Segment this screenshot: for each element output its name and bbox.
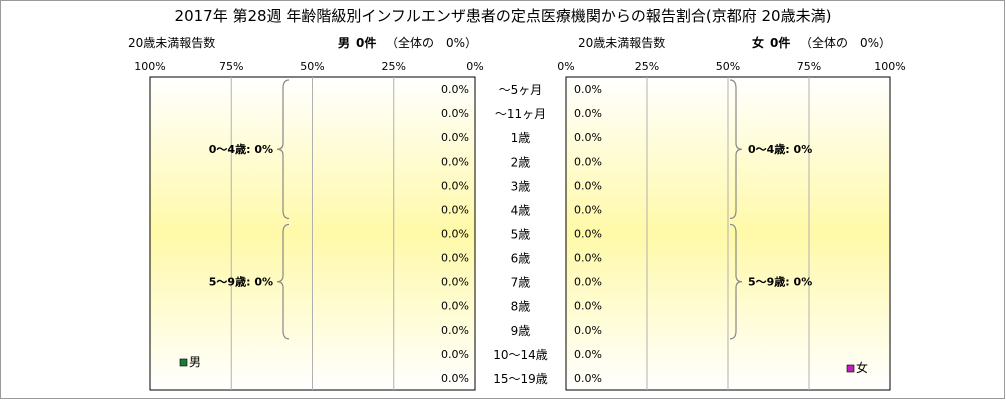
category-label: 2歳 bbox=[511, 155, 531, 169]
female-value-label: 0.0% bbox=[574, 203, 602, 216]
chart-title: 2017年 第28週 年齢階級別インフルエンザ患者の定点医療機関からの報告割合(… bbox=[175, 7, 832, 25]
male-value-label: 0.0% bbox=[441, 83, 469, 96]
male-value-label: 0.0% bbox=[441, 131, 469, 144]
female-header-name: 女 bbox=[752, 35, 764, 50]
male-bracket bbox=[276, 223, 290, 340]
male-value-labels: 0.0% 0.0% 0.0% 0.0% 0.0% 0.0% 0.0% 0.0% 0.0% 0.0%… bbox=[441, 83, 469, 385]
female-header-share: （全体の 0%） bbox=[800, 35, 891, 50]
male-legend-swatch bbox=[179, 358, 188, 367]
category-label: 15～19歳 bbox=[493, 372, 548, 386]
male-axis-tick: 25% bbox=[382, 60, 406, 73]
female-count-label: 20歳未満報告数 bbox=[578, 35, 665, 50]
age-group-brackets: 0～4歳: 0% 0～4歳: 0% 5～9歳: 0% 5～9歳: 0% bbox=[209, 79, 812, 340]
male-header-count: 0件 bbox=[356, 35, 376, 50]
female-value-label: 0.0% bbox=[574, 276, 602, 289]
male-axis-tick: 50% bbox=[300, 60, 324, 73]
male-value-label: 0.0% bbox=[441, 155, 469, 168]
female-axis-tick: 100% bbox=[874, 60, 905, 73]
female-value-label: 0.0% bbox=[574, 179, 602, 192]
category-label: 8歳 bbox=[511, 300, 531, 314]
male-value-label: 0.0% bbox=[441, 179, 469, 192]
female-axis-tick: 50% bbox=[716, 60, 740, 73]
female-axis-tick: 0% bbox=[557, 60, 574, 73]
male-bracket-label: 0～4歳: 0% bbox=[209, 142, 273, 156]
male-value-label: 0.0% bbox=[441, 348, 469, 361]
category-label: ～11ヶ月 bbox=[495, 107, 546, 121]
category-label: 10～14歳 bbox=[493, 348, 548, 362]
female-axis-tick: 25% bbox=[635, 60, 659, 73]
female-value-label: 0.0% bbox=[574, 372, 602, 385]
female-value-label: 0.0% bbox=[574, 348, 602, 361]
male-legend-label: 男 bbox=[189, 355, 201, 369]
female-value-label: 0.0% bbox=[574, 83, 602, 96]
male-header-name: 男 bbox=[338, 36, 350, 50]
female-value-label: 0.0% bbox=[574, 252, 602, 265]
female-value-label: 0.0% bbox=[574, 131, 602, 144]
category-label: 6歳 bbox=[511, 252, 531, 266]
male-axis-tick: 100% bbox=[134, 60, 165, 73]
male-axis-tick: 0% bbox=[466, 60, 483, 73]
male-value-label: 0.0% bbox=[441, 228, 469, 241]
female-value-label: 0.0% bbox=[574, 228, 602, 241]
male-value-label: 0.0% bbox=[441, 300, 469, 313]
female-bracket bbox=[729, 79, 743, 220]
female-value-label: 0.0% bbox=[574, 324, 602, 337]
category-label: 1歳 bbox=[511, 131, 531, 145]
female-gridlines bbox=[646, 77, 810, 390]
female-bracket-label: 0～4歳: 0% bbox=[748, 142, 812, 156]
female-legend-label: 女 bbox=[856, 360, 868, 375]
male-value-label: 0.0% bbox=[441, 252, 469, 265]
category-label: 7歳 bbox=[511, 276, 531, 290]
female-bracket-label: 5～9歳: 0% bbox=[748, 275, 812, 289]
female-bracket bbox=[729, 223, 743, 340]
female-value-labels: 0.0% 0.0% 0.0% 0.0% 0.0% 0.0% 0.0% 0.0% 0.0% 0.0%… bbox=[574, 83, 602, 385]
female-axis-ticks: 0% 25% 50% 75% 100% bbox=[557, 60, 905, 73]
male-value-label: 0.0% bbox=[441, 276, 469, 289]
male-axis-tick: 75% bbox=[219, 60, 243, 73]
female-value-label: 0.0% bbox=[574, 155, 602, 168]
male-value-label: 0.0% bbox=[441, 203, 469, 216]
male-value-label: 0.0% bbox=[441, 107, 469, 120]
male-value-label: 0.0% bbox=[441, 324, 469, 337]
female-value-label: 0.0% bbox=[574, 300, 602, 313]
category-label: 9歳 bbox=[511, 324, 531, 338]
male-count-label: 20歳未満報告数 bbox=[128, 35, 215, 50]
category-label: 5歳 bbox=[511, 228, 531, 242]
female-legend-swatch bbox=[846, 364, 855, 373]
category-labels: ～5ヶ月 ～11ヶ月 1歳 2歳 3歳 4歳 5歳 6歳 7歳 8歳 9歳 10～14歳 15～19歳 bbox=[493, 83, 548, 386]
male-axis-ticks: 100% 75% 50% 25% 0% bbox=[134, 60, 483, 73]
category-label: 4歳 bbox=[511, 203, 531, 217]
male-bracket-label: 5～9歳: 0% bbox=[209, 275, 273, 289]
category-label: ～5ヶ月 bbox=[499, 83, 543, 97]
female-header-count: 0件 bbox=[770, 35, 790, 50]
male-header-share: （全体の 0%） bbox=[386, 35, 477, 50]
male-value-label: 0.0% bbox=[441, 372, 469, 385]
male-gridlines bbox=[230, 77, 395, 390]
male-bracket bbox=[276, 79, 290, 220]
female-value-label: 0.0% bbox=[574, 107, 602, 120]
category-label: 3歳 bbox=[511, 179, 531, 193]
female-axis-tick: 75% bbox=[797, 60, 821, 73]
